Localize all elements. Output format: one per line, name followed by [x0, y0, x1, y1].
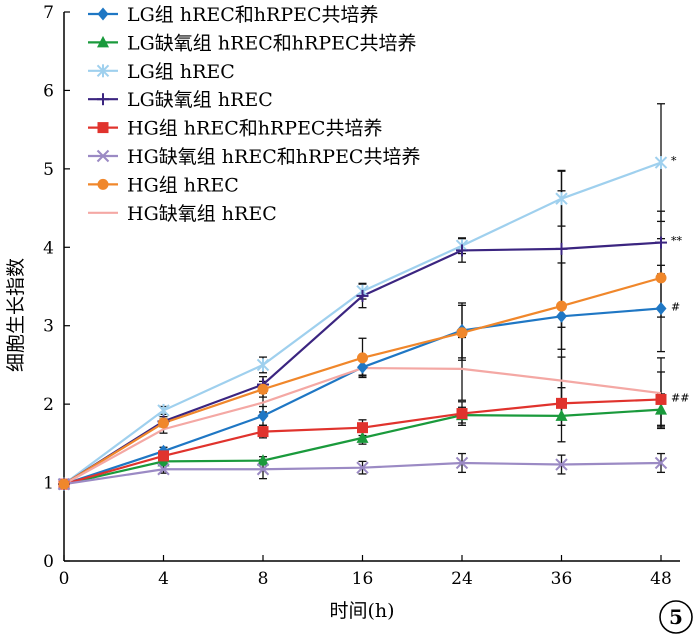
legend-item: HG组 hREC: [88, 174, 239, 196]
series-2-point: [356, 431, 369, 443]
significance-labels: #***##: [671, 155, 689, 405]
series-1-point: [357, 360, 368, 374]
x-tick-label: 24: [451, 569, 473, 589]
x-tick-label: 0: [59, 569, 70, 589]
legend-marker: [97, 93, 109, 106]
x-axis-title: 时间(h): [329, 600, 394, 622]
series-5-significance-mark: ##: [671, 391, 689, 404]
series-2-point: [655, 403, 667, 415]
series-7-point: [357, 352, 368, 364]
legend-label: HG缺氧组 hREC和hRPEC共培养: [127, 146, 420, 168]
legend-item: LG组 hREC和hRPEC共培养: [88, 4, 379, 26]
legend-marker: [96, 64, 110, 78]
series-5-point: [556, 397, 567, 409]
series-6-point: [455, 456, 469, 470]
legend-marker: [97, 35, 109, 48]
series-1-significance-mark: #: [671, 300, 680, 313]
series-6-point: [555, 458, 568, 471]
legend-label: LG缺氧组 hREC和hRPEC共培养: [127, 32, 417, 54]
series-6-point: [654, 456, 668, 470]
y-tick-label: 1: [43, 474, 54, 494]
y-tick-label: 7: [43, 3, 54, 23]
series-3-significance-mark: *: [671, 155, 677, 168]
legend-label: LG组 hREC: [127, 61, 235, 83]
y-tick-label: 2: [43, 395, 54, 415]
series-7-point: [556, 300, 567, 312]
y-tick-label: 4: [43, 238, 54, 258]
legend-item: LG缺氧组 hREC: [88, 89, 273, 111]
legend-marker: [97, 7, 109, 21]
legend-item: LG组 hREC: [88, 61, 235, 83]
legend: LG组 hREC和hRPEC共培养 LG缺氧组 hREC和hRPEC共培养 LG组 …: [88, 4, 420, 225]
x-tick-label: 8: [258, 569, 269, 589]
series-6-point: [356, 461, 369, 474]
x-tick-label: 48: [650, 569, 672, 589]
y-tick-label: 5: [43, 160, 54, 180]
x-tick-label: 16: [352, 569, 374, 589]
legend-marker: [96, 149, 110, 163]
svg-text:5: 5: [669, 605, 683, 629]
figure-number-badge: 5: [659, 600, 693, 634]
series-1-point: [556, 309, 567, 323]
series-7-point: [58, 478, 70, 490]
series-7-point: [257, 383, 269, 395]
series-4-point: [356, 289, 369, 302]
series-3-point: [555, 192, 568, 206]
series-6-point: [157, 463, 170, 476]
legend-item: HG缺氧组 hREC: [88, 203, 277, 225]
y-tick-label: 6: [43, 81, 54, 101]
series-5-point: [357, 422, 368, 434]
series-4-significance-mark: **: [671, 235, 683, 248]
y-axis-title: 细胞生长指数: [5, 258, 27, 372]
y-tick-label: 0: [43, 552, 54, 572]
series-1-point: [257, 409, 269, 423]
legend-label: HG组 hREC: [127, 174, 239, 196]
series-markers: [57, 156, 668, 491]
y-tick-label: 3: [43, 317, 54, 337]
series-2-point: [257, 454, 269, 466]
legend-marker: [97, 178, 109, 190]
legend-label: LG组 hREC和hRPEC共培养: [127, 4, 379, 26]
series-4-point: [655, 236, 667, 249]
legend-label: LG缺氧组 hREC: [127, 89, 273, 111]
legend-marker: [97, 122, 109, 134]
series-3-point: [654, 156, 668, 170]
series-7-point: [456, 327, 468, 339]
series-4-point: [555, 242, 568, 255]
series-1-point: [655, 301, 667, 315]
series-7-point: [158, 417, 169, 429]
legend-item: HG组 hREC和hRPEC共培养: [88, 118, 382, 140]
series-3-point: [157, 403, 170, 417]
legend-label: HG缺氧组 hREC: [127, 203, 277, 225]
series-5-point: [158, 450, 169, 462]
series-7-point: [655, 272, 667, 284]
legend-item: LG缺氧组 hREC和hRPEC共培养: [88, 32, 417, 54]
series-3-point: [256, 358, 270, 372]
series-2-point: [555, 409, 568, 421]
series-4-point: [456, 244, 468, 257]
series-6-point: [256, 463, 270, 476]
series-5-point: [456, 408, 468, 420]
series-5-point: [257, 426, 269, 438]
x-tick-label: 4: [158, 569, 169, 589]
legend-item: HG缺氧组 hREC和hRPEC共培养: [88, 146, 420, 168]
series-5-point: [655, 393, 667, 405]
x-tick-label: 36: [551, 569, 573, 589]
legend-label: HG组 hREC和hRPEC共培养: [127, 118, 382, 140]
